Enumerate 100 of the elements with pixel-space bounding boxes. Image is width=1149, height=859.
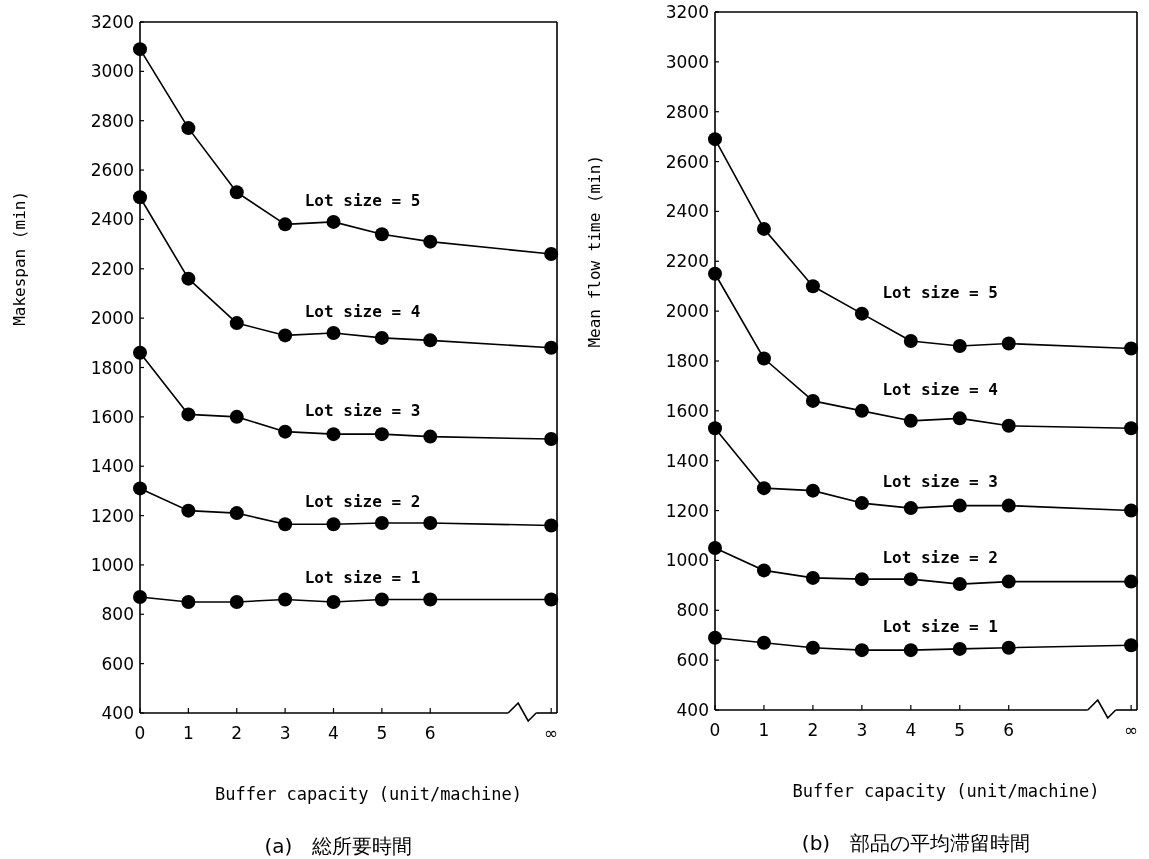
series-label: Lot size = 1 <box>304 568 421 588</box>
point <box>133 590 147 605</box>
y-tick-label: 2000 <box>665 301 709 322</box>
series-label: Lot size = 4 <box>304 301 421 321</box>
point <box>423 234 438 249</box>
y-tick-label: 2200 <box>665 251 709 272</box>
point <box>1001 336 1016 351</box>
point <box>374 227 389 242</box>
point <box>423 429 438 444</box>
point <box>903 413 918 428</box>
y-tick-label: 2400 <box>665 201 709 222</box>
point <box>952 498 967 513</box>
point <box>854 403 869 418</box>
y-tick-label: 400 <box>101 703 134 723</box>
point <box>326 594 341 609</box>
series-label: Lot size = 3 <box>882 472 998 492</box>
text: (b) 部品の平均滞留時間 <box>801 831 1031 855</box>
x-tick-label: 2 <box>231 723 243 743</box>
point <box>326 214 341 229</box>
x-tick-label: 3 <box>856 720 868 740</box>
point <box>708 630 722 645</box>
series-label: Lot size = 4 <box>882 379 998 399</box>
y-tick-label: 1200 <box>665 500 709 521</box>
x-axis-title: Buffer capacity (unit/machine) <box>214 784 523 804</box>
point <box>229 409 244 424</box>
point <box>708 540 722 555</box>
series-label: Lot size = 5 <box>304 190 421 210</box>
point <box>756 221 771 236</box>
point <box>805 393 820 408</box>
point <box>805 483 820 498</box>
y-tick-label: 400 <box>676 700 709 720</box>
point <box>1001 498 1016 513</box>
point <box>181 121 196 136</box>
point <box>326 427 341 442</box>
point <box>229 506 244 521</box>
point <box>1001 640 1016 655</box>
y-tick-label: 1600 <box>90 406 134 427</box>
point <box>805 570 820 585</box>
point <box>854 306 869 321</box>
y-tick-label: 800 <box>676 600 709 621</box>
y-tick-label: 2600 <box>90 160 134 181</box>
x-tick-label: 6 <box>424 723 436 743</box>
point <box>805 640 820 655</box>
point <box>952 339 967 354</box>
point <box>326 325 341 340</box>
point <box>181 594 196 609</box>
point <box>423 515 438 530</box>
point <box>952 577 967 592</box>
point <box>229 185 244 200</box>
x-tick-label: 6 <box>1003 720 1015 740</box>
y-tick-label: 600 <box>676 650 709 671</box>
point <box>423 333 438 348</box>
x-tick-label: ∞ <box>1124 720 1139 740</box>
series-label: Lot size = 3 <box>304 400 421 420</box>
point <box>229 594 244 609</box>
x-axis-title: Buffer capacity (unit/machine) <box>792 781 1100 801</box>
point <box>756 481 771 496</box>
point <box>708 421 722 436</box>
x-tick-label: 3 <box>279 723 291 743</box>
y-axis-title: Makespan (min) <box>10 190 29 326</box>
point <box>278 217 293 232</box>
point <box>423 592 438 607</box>
point <box>278 328 293 343</box>
point <box>854 496 869 511</box>
text: (a) 総所要時間 <box>264 834 413 858</box>
x-tick-label: 5 <box>954 720 966 740</box>
series-label: Lot size = 2 <box>304 491 421 511</box>
point <box>278 592 293 607</box>
y-tick-label: 1600 <box>665 400 709 421</box>
y-tick-label: 2400 <box>90 209 134 230</box>
point <box>903 501 918 516</box>
point <box>903 334 918 349</box>
x-tick-label: ∞ <box>544 723 559 743</box>
x-tick-label: 0 <box>134 723 146 743</box>
y-tick-label: 2800 <box>665 101 709 122</box>
y-tick-label: 2800 <box>90 110 134 131</box>
y-tick-label: 1400 <box>665 450 709 471</box>
point <box>133 481 147 496</box>
series-label: Lot size = 1 <box>882 616 998 636</box>
point <box>854 572 869 587</box>
x-tick-label: 0 <box>709 720 721 740</box>
y-tick-label: 1000 <box>665 550 709 571</box>
x-tick-label: 5 <box>376 723 388 743</box>
point <box>326 517 341 532</box>
point <box>278 424 293 439</box>
y-tick-label: 800 <box>101 604 134 625</box>
y-tick-label: 3200 <box>665 2 709 22</box>
point <box>805 279 820 294</box>
x-tick-label: 2 <box>807 720 819 740</box>
point <box>278 517 293 532</box>
x-tick-label: 1 <box>182 723 194 743</box>
x-tick-label: 4 <box>328 723 339 743</box>
point <box>854 643 869 658</box>
point <box>903 572 918 587</box>
point <box>1001 574 1016 589</box>
series-label: Lot size = 2 <box>882 548 998 568</box>
x-tick-label: 4 <box>905 720 917 740</box>
y-tick-label: 3000 <box>90 61 134 82</box>
point <box>133 345 147 360</box>
y-tick-label: 2200 <box>90 258 134 279</box>
